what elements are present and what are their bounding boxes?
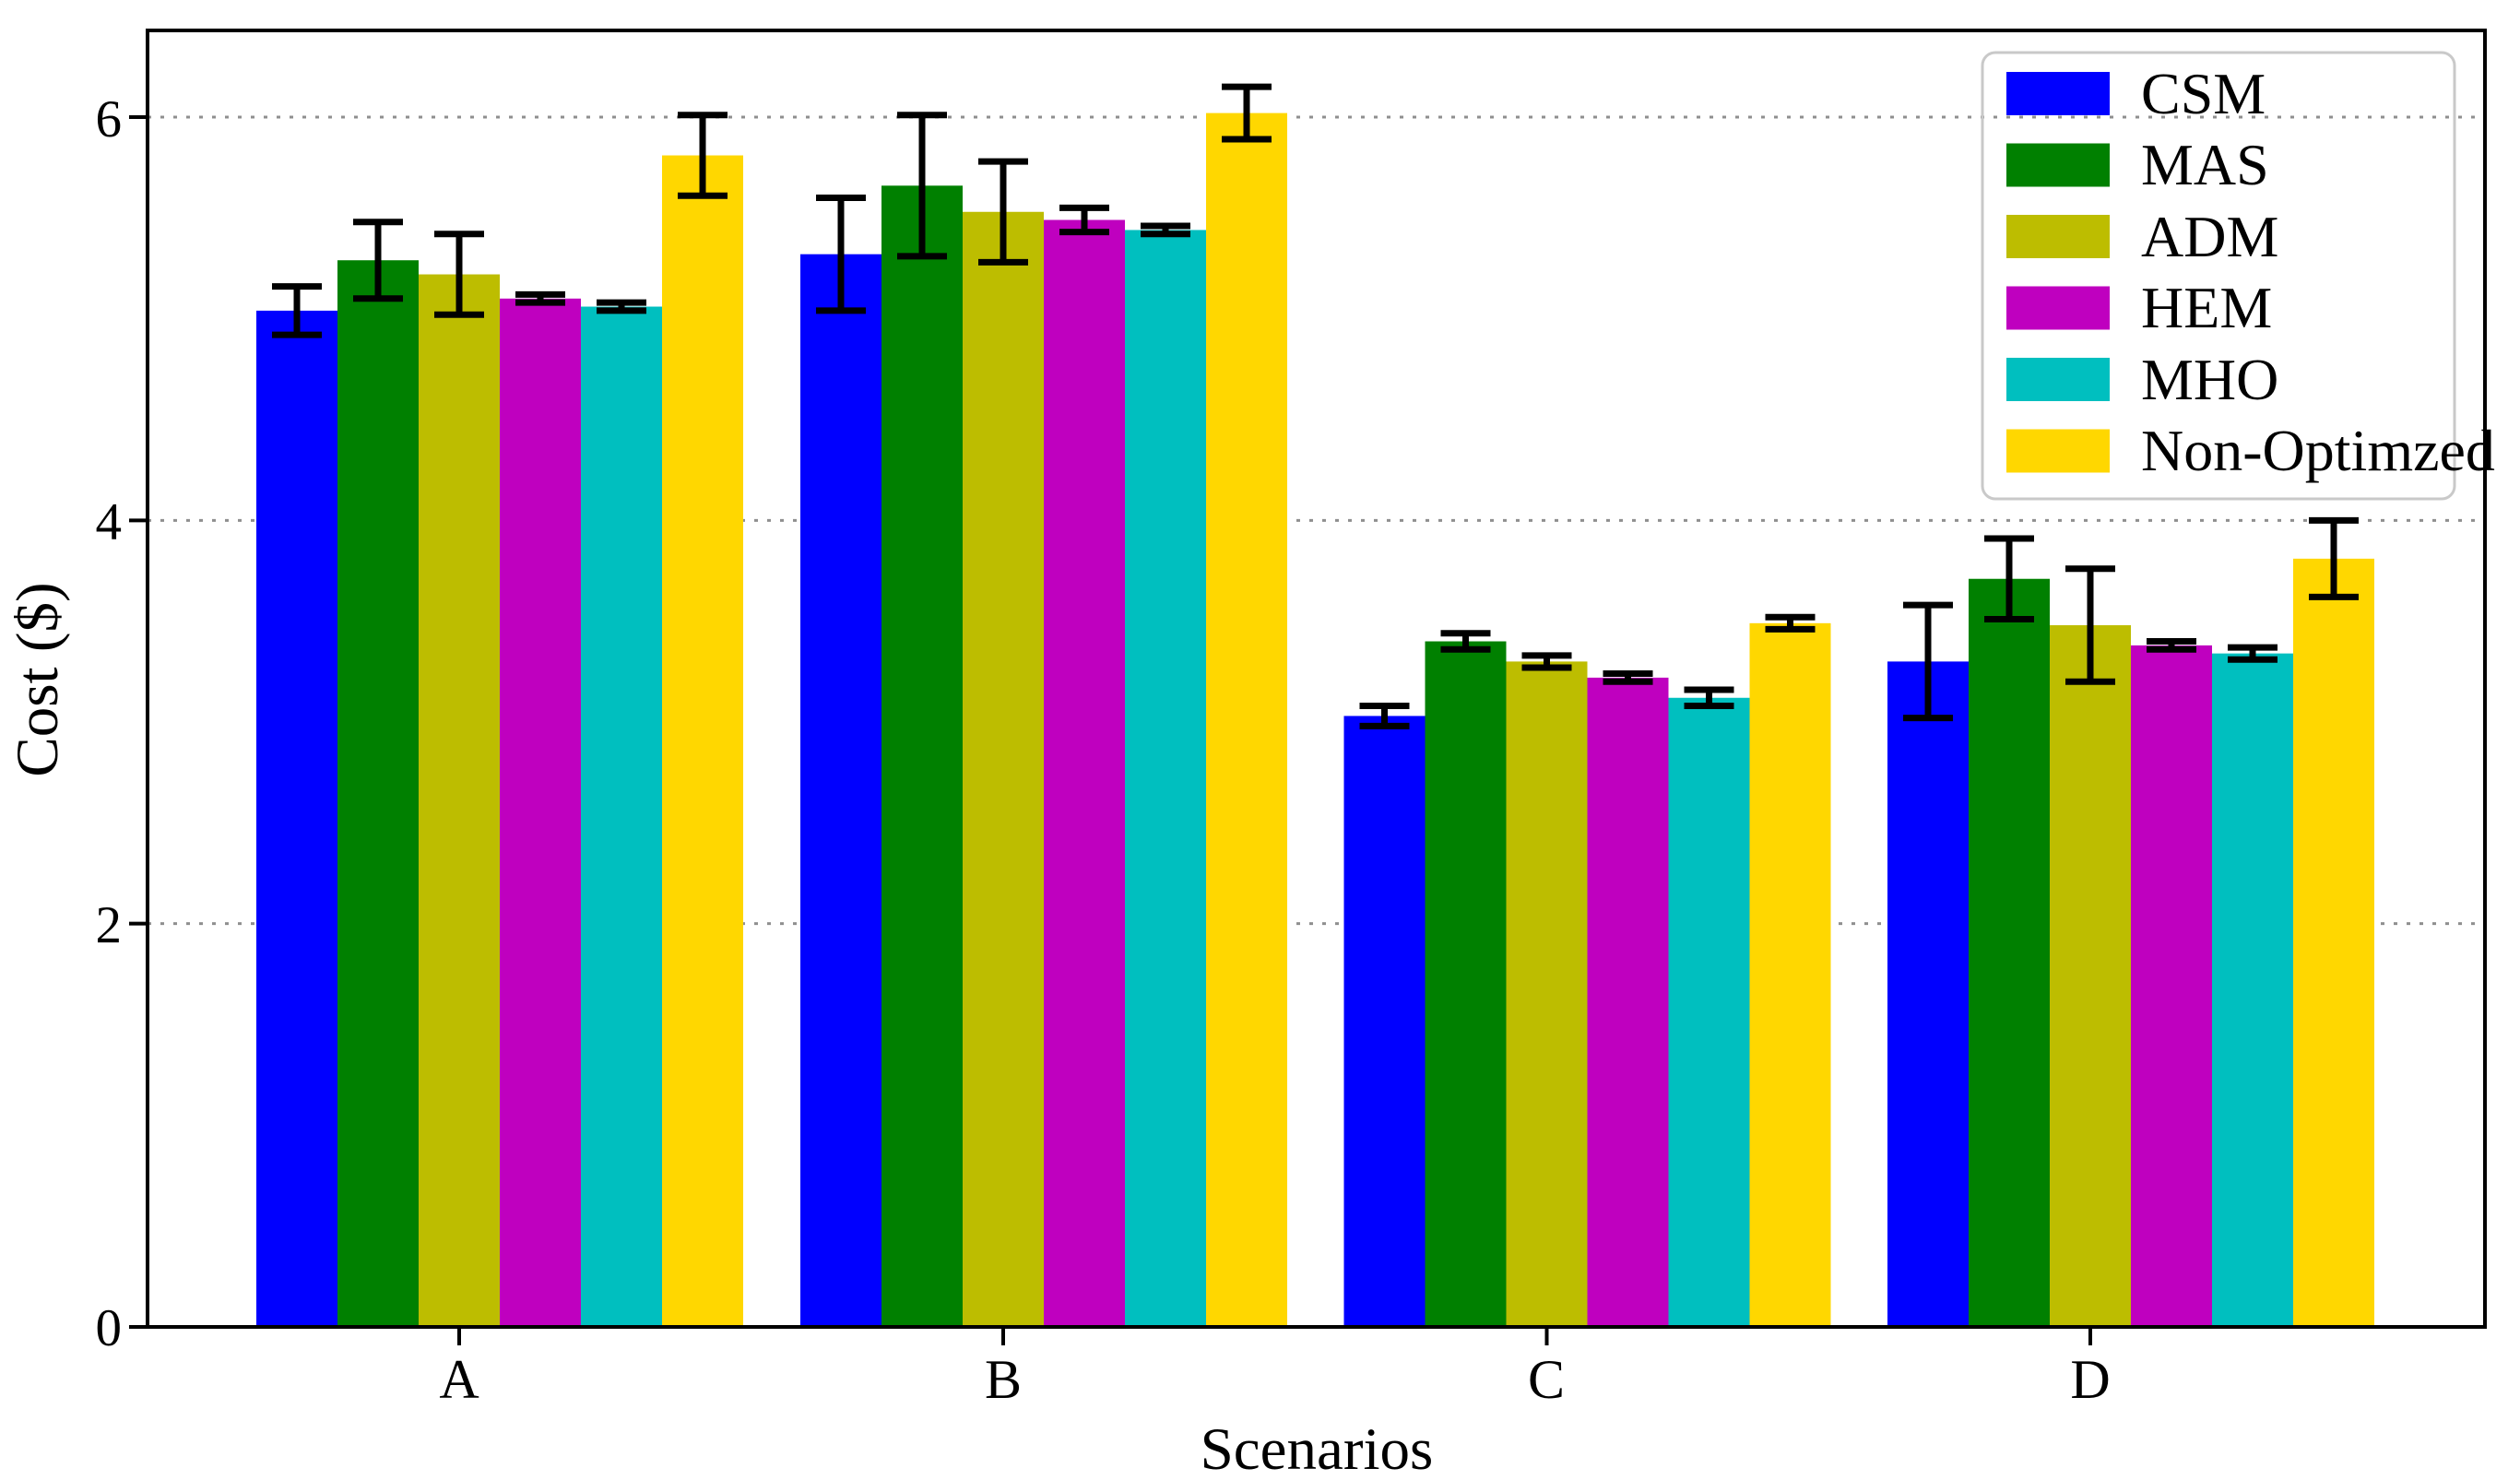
- y-axis-label: Cost ($): [5, 582, 71, 776]
- bar-C-MHO: [1668, 697, 1750, 1327]
- legend-swatch-HEM: [2006, 286, 2110, 330]
- bar-A-ADM: [419, 274, 500, 1327]
- legend-label-mas: MAS: [2141, 132, 2269, 197]
- legend-label-csm: CSM: [2141, 61, 2266, 126]
- ytick-6: 6: [96, 90, 123, 148]
- bar-D-Non-Optimzed: [2293, 558, 2374, 1327]
- xtick-C: C: [1528, 1349, 1565, 1410]
- bar-B-HEM: [1044, 219, 1125, 1327]
- bar-A-MHO: [581, 306, 662, 1327]
- legend-swatch-MHO: [2006, 358, 2110, 401]
- legend-label-hem: HEM: [2141, 275, 2272, 340]
- bar-A-Non-Optimzed: [662, 155, 743, 1327]
- plot-border: [146, 29, 2487, 1329]
- bars: [256, 112, 2374, 1328]
- bar-C-CSM: [1343, 716, 1426, 1327]
- legend-label-mho: MHO: [2141, 347, 2278, 412]
- legend-swatch-Non-Optimzed: [2006, 429, 2110, 473]
- error-bars: [272, 83, 2359, 729]
- bar-B-ADM: [963, 211, 1044, 1328]
- bar-D-CSM: [1887, 661, 1969, 1327]
- bar-D-MAS: [1969, 578, 2050, 1327]
- xtick-B: B: [985, 1349, 1022, 1410]
- legend-swatch-ADM: [2006, 215, 2110, 258]
- bar-A-MAS: [337, 260, 419, 1327]
- legend-label-non-optimzed: Non-Optimzed: [2141, 418, 2495, 483]
- bar-B-MHO: [1125, 230, 1206, 1328]
- ytick-0: 0: [96, 1299, 123, 1357]
- xtick-A: A: [439, 1349, 479, 1410]
- bar-B-MAS: [881, 185, 963, 1328]
- bar-B-Non-Optimzed: [1206, 112, 1287, 1328]
- legend-border: [1981, 51, 2456, 501]
- ytick-2: 2: [96, 896, 123, 954]
- legend: CSM MAS ADM HEM MHO Non-Optimzed: [1981, 51, 2495, 501]
- legend-label-adm: ADM: [2141, 204, 2278, 269]
- x-axis-label: Scenarios: [1201, 1416, 1434, 1480]
- bar-C-ADM: [1506, 661, 1588, 1327]
- bar-D-MHO: [2212, 653, 2293, 1327]
- bar-D-ADM: [2050, 625, 2131, 1327]
- legend-swatch-CSM: [2006, 72, 2110, 115]
- xtick-D: D: [2070, 1349, 2110, 1410]
- legend-swatch-MAS: [2006, 143, 2110, 187]
- axis-ticks: [129, 114, 2092, 1345]
- bar-A-HEM: [500, 298, 581, 1328]
- ytick-4: 4: [96, 493, 123, 551]
- bar-A-CSM: [256, 310, 337, 1327]
- bar-C-MAS: [1425, 641, 1507, 1327]
- bar-D-HEM: [2131, 645, 2212, 1327]
- legend-swatches: [2006, 72, 2110, 473]
- bar-C-Non-Optimzed: [1749, 622, 1831, 1327]
- bar-B-CSM: [800, 254, 881, 1328]
- bar-C-HEM: [1587, 677, 1669, 1327]
